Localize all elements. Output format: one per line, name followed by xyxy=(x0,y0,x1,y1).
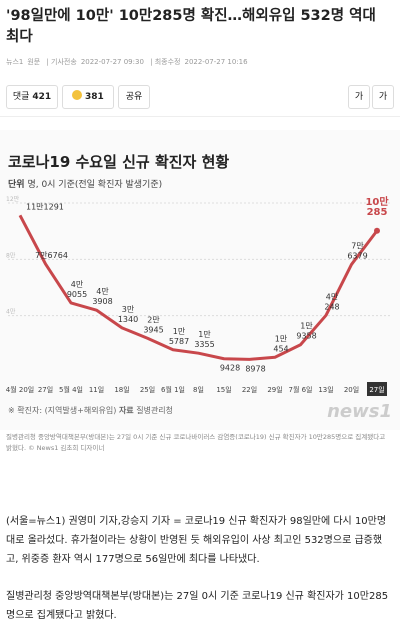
unit-text: 명, 0시 기준(전일 확진자 발생기준) xyxy=(27,178,162,190)
value-label-line: 4만 xyxy=(71,280,84,289)
value-label-line: 5787 xyxy=(169,337,189,346)
unit-label: 단위 xyxy=(8,178,25,190)
value-label-line: 1만 xyxy=(198,330,211,339)
value-label-line: 8978 xyxy=(245,364,265,373)
value-label: 4만 9055 xyxy=(67,280,87,299)
value-label-line: 4만 xyxy=(96,287,109,296)
value-label: 9428 xyxy=(220,364,240,373)
y-tick-label: 4만 xyxy=(6,308,16,316)
value-label-line: 6379 xyxy=(347,251,367,260)
value-label: 7만6764 xyxy=(35,251,68,260)
value-label-line: 1340 xyxy=(118,315,138,324)
x-tick-label: 8일 xyxy=(193,385,204,394)
press: 뉴스1 xyxy=(6,58,24,66)
value-label-line: 1만 xyxy=(275,334,288,343)
x-tick-label: 15일 xyxy=(216,385,231,394)
source-label: 자료 xyxy=(119,405,134,415)
divider xyxy=(0,116,400,117)
original-link[interactable]: 원문 xyxy=(27,58,41,66)
like-count: 381 xyxy=(85,92,104,102)
value-label-line: 4만 xyxy=(326,292,339,301)
source: 질병관리청 xyxy=(136,405,173,415)
value-label: 1만 5787 xyxy=(169,327,189,346)
x-tick-label: 11일 xyxy=(89,385,104,394)
x-tick-label: 4월 20일 xyxy=(6,385,34,394)
value-label: 3만 1340 xyxy=(118,305,138,324)
x-tick-label: 5월 4일 xyxy=(59,385,83,394)
x-tick-label: 6월 1일 xyxy=(161,385,185,394)
body-paragraph: 질병관리청 중앙방역대책본부(방대본)는 27일 0시 기준 코로나19 신규 … xyxy=(6,591,389,621)
value-label-line: 454 xyxy=(273,344,288,353)
sent-label: 기사전송 xyxy=(51,58,77,66)
article-title: '98일만에 10만' 10만285명 확진…해외유입 532명 역대 최다 xyxy=(6,8,376,45)
value-label-line: 1만 xyxy=(300,322,313,331)
value-label-line: 3355 xyxy=(194,340,214,349)
chart-subtitle: 단위 명, 0시 기준(전일 확진자 발생기준) xyxy=(8,178,162,190)
value-label-line: 9428 xyxy=(220,364,240,373)
y-tick-label: 12만 xyxy=(6,195,20,203)
watermark: news1 xyxy=(327,401,392,422)
value-label: 1만 9358 xyxy=(296,322,316,341)
like-button[interactable]: 381 xyxy=(62,85,114,109)
value-label-line: 10만 xyxy=(365,195,389,208)
font-large-button[interactable]: 가 xyxy=(372,85,394,109)
value-label-line: 3945 xyxy=(143,325,163,334)
x-tick-label: 7월 6일 xyxy=(288,385,312,394)
value-label-line: 9055 xyxy=(67,290,87,299)
font-small-button[interactable]: 가 xyxy=(348,85,370,109)
chart: 코로나19 수요일 신규 확진자 현황 단위 명, 0시 기준(전일 확진자 발… xyxy=(0,130,400,430)
value-label: 4만 248 xyxy=(324,292,339,311)
value-label-line: 3908 xyxy=(92,297,112,306)
value-label: 1만 454 xyxy=(273,334,288,353)
value-label-line: 3만 xyxy=(122,305,135,314)
chart-bg xyxy=(0,130,400,430)
x-tick-label: 22일 xyxy=(242,385,257,394)
sent-time: 2022-07-27 09:30 xyxy=(80,58,144,66)
body-paragraph: (서울=뉴스1) 권영미 기자,강승지 기자 = 코로나19 신규 확진자가 9… xyxy=(6,516,387,565)
value-label-line: 7만 xyxy=(351,241,364,250)
comment-button[interactable]: 댓글 421 xyxy=(6,85,58,109)
value-label: 1만 3355 xyxy=(194,330,214,349)
modified-time: 2022-07-27 10:16 xyxy=(184,58,248,66)
value-label: 7만 6379 xyxy=(347,241,367,260)
value-label-line: 7만6764 xyxy=(35,251,68,260)
x-tick-label: 18일 xyxy=(114,385,129,394)
value-label: 4만 3908 xyxy=(92,287,112,306)
value-label-line: 2만 xyxy=(147,315,160,324)
x-tick-label: 20일 xyxy=(344,385,359,394)
modified-label: 최종수정 xyxy=(154,58,181,66)
line xyxy=(18,214,379,361)
note: ※ 확진자: (지역발생+해외유입) 자료 질병관리청 xyxy=(8,405,173,415)
value-label: 8978 xyxy=(245,364,265,373)
value-label-line: 1만 xyxy=(173,327,186,336)
value-label-line: 11만1291 xyxy=(26,202,64,211)
highlight-box xyxy=(367,382,387,396)
note-text: ※ 확진자: (지역발생+해외유입) xyxy=(8,405,116,415)
x-tick-label: 25일 xyxy=(140,385,155,394)
chart-title: 코로나19 수요일 신규 확진자 현황 xyxy=(8,153,229,171)
share-button[interactable]: 공유 xyxy=(118,85,150,109)
x-tick-label: 13일 xyxy=(318,385,333,394)
value-label: 11만1291 xyxy=(26,202,64,211)
value-label-line: 248 xyxy=(324,302,339,311)
end-dot xyxy=(374,227,380,234)
comment-count: 421 xyxy=(32,92,52,102)
value-label-line: 285 xyxy=(367,207,388,218)
value-label-line: 9358 xyxy=(296,332,316,341)
chart-caption: 질병관리청 중앙방역대책본부(방대본)는 27일 0시 기준 신규 코로나바이러… xyxy=(6,433,386,452)
emoji-icon xyxy=(72,90,83,100)
meta: 뉴스1 원문 | 기사전송 2022-07-27 09:30 | 최종수정 2022-… xyxy=(6,58,248,66)
y-tick-label: 8만 xyxy=(6,251,16,259)
value-label: 10만 285 xyxy=(365,195,389,218)
x-tick-label: 27일 xyxy=(38,385,53,394)
x-tick-label: 29일 xyxy=(267,385,282,394)
comment-label: 댓글 xyxy=(12,92,30,102)
value-label: 2만 3945 xyxy=(143,315,163,334)
x-tick-label: 27일 xyxy=(369,385,384,394)
